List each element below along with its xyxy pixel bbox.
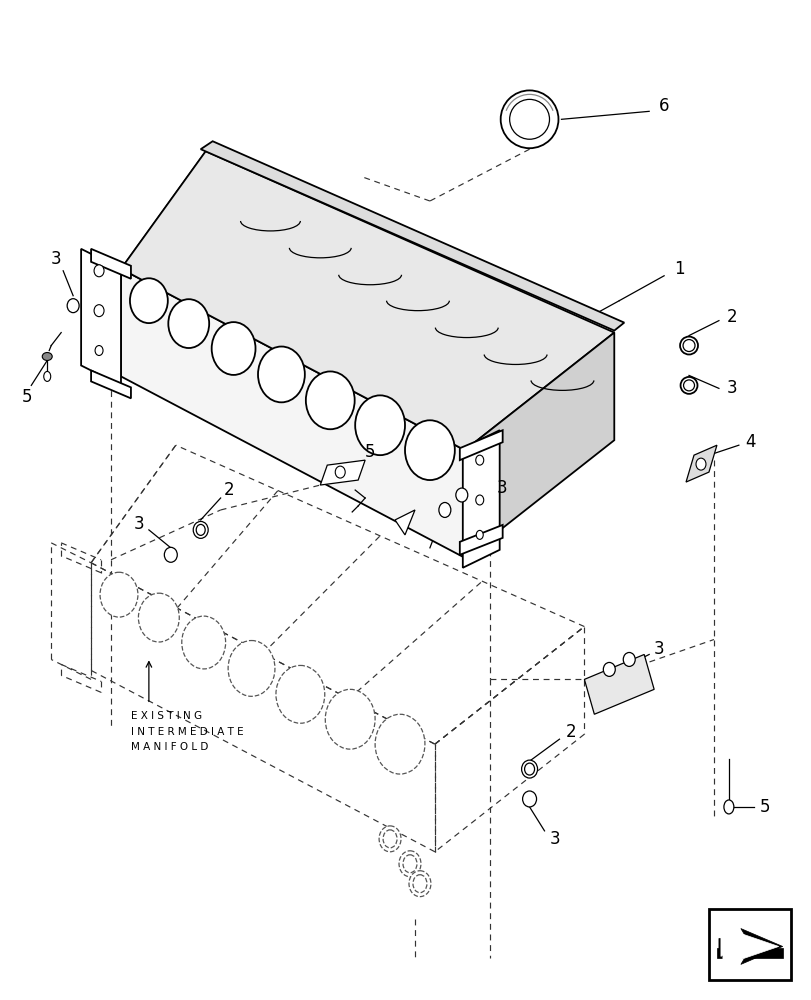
Text: 5: 5 <box>758 798 769 816</box>
Ellipse shape <box>723 800 733 814</box>
Polygon shape <box>320 460 365 485</box>
Ellipse shape <box>100 572 138 617</box>
Ellipse shape <box>623 652 634 666</box>
Ellipse shape <box>375 714 424 774</box>
Ellipse shape <box>228 641 275 696</box>
Ellipse shape <box>164 547 177 562</box>
Ellipse shape <box>306 371 354 429</box>
Polygon shape <box>200 141 624 331</box>
Ellipse shape <box>402 855 417 873</box>
Ellipse shape <box>258 347 304 402</box>
Ellipse shape <box>94 305 104 317</box>
Ellipse shape <box>476 530 483 539</box>
Text: 3: 3 <box>726 379 736 397</box>
Ellipse shape <box>398 851 420 877</box>
Polygon shape <box>718 929 782 964</box>
Ellipse shape <box>325 689 375 749</box>
Ellipse shape <box>335 466 345 478</box>
Ellipse shape <box>475 455 483 465</box>
Ellipse shape <box>682 340 694 352</box>
Polygon shape <box>722 934 778 959</box>
Ellipse shape <box>67 299 79 313</box>
Text: 4: 4 <box>744 433 755 451</box>
Ellipse shape <box>354 395 405 455</box>
Polygon shape <box>459 525 502 555</box>
Ellipse shape <box>695 458 705 470</box>
Ellipse shape <box>475 495 483 505</box>
Text: 2: 2 <box>223 481 234 499</box>
Text: 3: 3 <box>550 830 560 848</box>
Text: 5: 5 <box>364 443 375 461</box>
Ellipse shape <box>130 278 168 323</box>
Bar <box>708 909 790 980</box>
Ellipse shape <box>455 488 467 502</box>
Ellipse shape <box>680 337 697 354</box>
Polygon shape <box>716 948 782 958</box>
Ellipse shape <box>44 371 50 381</box>
Text: 6: 6 <box>658 97 668 115</box>
Polygon shape <box>720 921 746 956</box>
Ellipse shape <box>94 265 104 277</box>
Ellipse shape <box>42 353 52 360</box>
Polygon shape <box>685 445 716 482</box>
Ellipse shape <box>683 380 693 391</box>
Ellipse shape <box>409 871 431 897</box>
Text: 5: 5 <box>22 388 32 406</box>
Ellipse shape <box>182 616 225 669</box>
Ellipse shape <box>439 502 450 517</box>
Polygon shape <box>121 151 614 450</box>
Polygon shape <box>91 370 131 398</box>
Ellipse shape <box>522 791 536 807</box>
Ellipse shape <box>138 593 179 642</box>
Text: 3: 3 <box>51 250 62 268</box>
Text: E X I S T I N G
I N T E R M E D I A T E
M A N I F O L D: E X I S T I N G I N T E R M E D I A T E … <box>131 711 243 752</box>
Text: 3: 3 <box>653 640 663 658</box>
Ellipse shape <box>680 377 697 394</box>
Text: 3: 3 <box>134 515 144 533</box>
Ellipse shape <box>405 420 454 480</box>
Polygon shape <box>91 249 131 279</box>
Text: 2: 2 <box>726 308 736 326</box>
Ellipse shape <box>379 826 401 852</box>
Ellipse shape <box>413 875 427 893</box>
Text: 1: 1 <box>673 260 684 278</box>
Ellipse shape <box>521 760 537 778</box>
Ellipse shape <box>500 90 558 148</box>
Polygon shape <box>584 654 654 714</box>
Ellipse shape <box>603 662 615 676</box>
Ellipse shape <box>524 763 534 775</box>
Ellipse shape <box>196 524 205 535</box>
Ellipse shape <box>212 322 255 375</box>
Ellipse shape <box>193 521 208 538</box>
Ellipse shape <box>276 665 324 723</box>
Polygon shape <box>121 269 464 558</box>
Polygon shape <box>464 333 614 558</box>
Polygon shape <box>81 249 121 385</box>
Polygon shape <box>394 510 414 535</box>
Ellipse shape <box>168 299 209 348</box>
Polygon shape <box>459 430 502 460</box>
Ellipse shape <box>383 830 397 848</box>
Polygon shape <box>462 430 499 568</box>
Ellipse shape <box>95 346 103 355</box>
Ellipse shape <box>509 99 549 139</box>
Text: 2: 2 <box>565 723 576 741</box>
Text: 3: 3 <box>496 479 506 497</box>
